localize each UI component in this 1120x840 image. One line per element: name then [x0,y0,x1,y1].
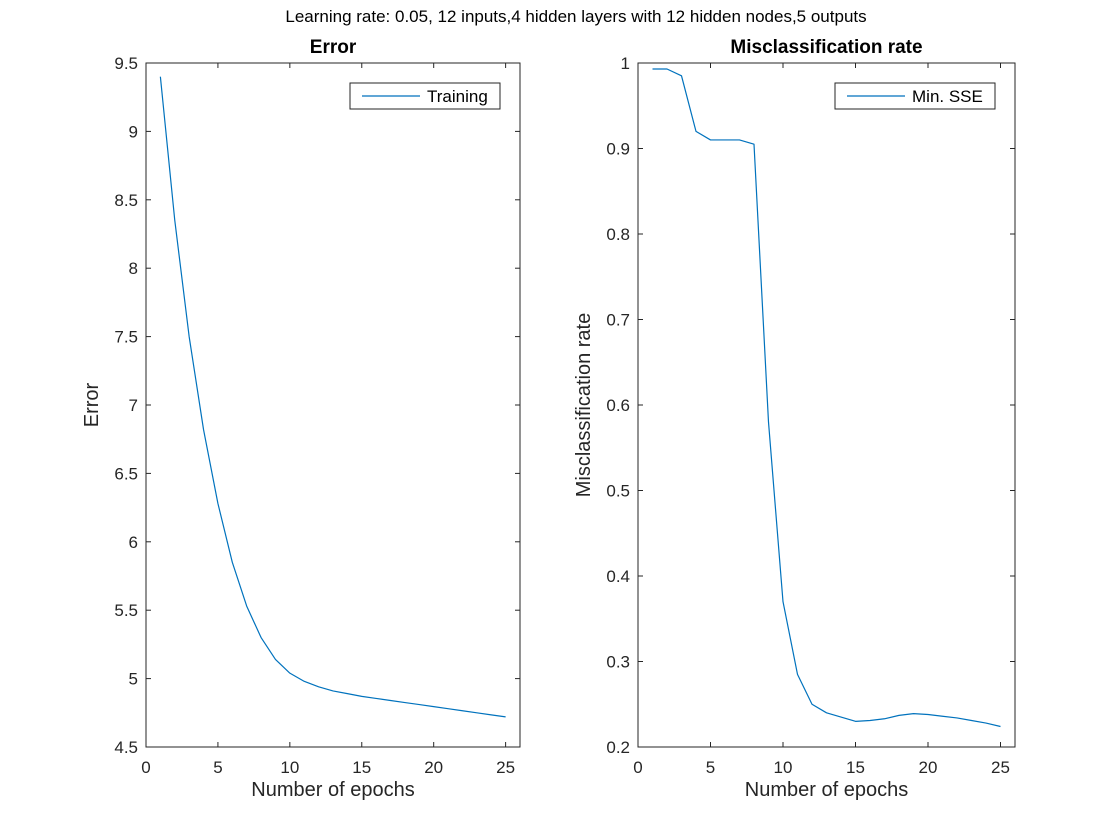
x-tick-label: 25 [991,758,1010,777]
series-line-1 [652,68,1001,728]
x-axis-label: Number of epochs [251,779,414,801]
y-tick-label: 0.8 [606,225,630,244]
y-tick-label: 0.3 [606,653,630,672]
y-tick-label: 5.5 [114,601,138,620]
y-axis-label: Error [81,382,103,427]
plots-container: 0 5 10 15 20 254.555.566.577.588.599.5ErrorNu… [81,37,1016,801]
x-tick-label: 20 [424,758,443,777]
legend: Min. SSE [834,82,996,110]
x-tick-label: 0 [141,758,150,777]
y-tick-label: 0.2 [606,738,630,757]
figure-suptitle: Learning rate: 0.05, 12 inputs,4 hidden … [285,7,866,26]
x-tick-label: 10 [280,758,299,777]
subplot-title: Misclassification rate [730,37,922,58]
legend-label: Training [427,87,488,106]
x-tick-label: 0 [633,758,642,777]
y-axis-label: Misclassification rate [573,313,595,498]
y-tick-label: 9.5 [114,54,138,73]
y-tick-label: 6 [129,533,138,552]
series-line-1 [159,76,506,718]
y-tick-label: 1 [621,54,630,73]
x-tick-label: 25 [496,758,515,777]
subplot-2: 0 5 10 15 20 25 0.2 0.3 0.4 0.5 0.6 0.7 0.8 0.9 1 Miscl… [573,37,1016,801]
y-tick-label: 5 [129,670,138,689]
x-tick-label: 5 [706,758,715,777]
y-tick-label: 8 [129,259,138,278]
x-tick-label: 15 [352,758,371,777]
y-tick-label: 0.7 [606,311,630,330]
x-tick-label: 10 [774,758,793,777]
y-tick-label: 0.5 [606,482,630,501]
legend-box [834,82,996,110]
y-tick-label: 7 [129,396,138,415]
legend: Training [349,82,501,110]
x-tick-label: 5 [213,758,222,777]
x-axis-label: Number of epochs [745,779,908,801]
y-tick-label: 0.9 [606,140,630,159]
y-tick-label: 0.4 [606,567,630,586]
y-tick-label: 9 [129,122,138,141]
y-tick-label: 0.6 [606,396,630,415]
x-tick-label: 20 [919,758,938,777]
legend-label: Min. SSE [912,87,983,106]
subplot-title: Error [310,37,357,58]
y-tick-label: 6.5 [114,464,138,483]
subplot-1: 0 5 10 15 20 25 4.5 5 5.5 6 6.5 7 7.5 8 8.5 9 9.5 Error Nu… [81,37,521,801]
y-tick-label: 8.5 [114,191,138,210]
y-tick-label: 4.5 [114,738,138,757]
x-tick-label: 15 [846,758,865,777]
y-tick-label: 7.5 [114,328,138,347]
